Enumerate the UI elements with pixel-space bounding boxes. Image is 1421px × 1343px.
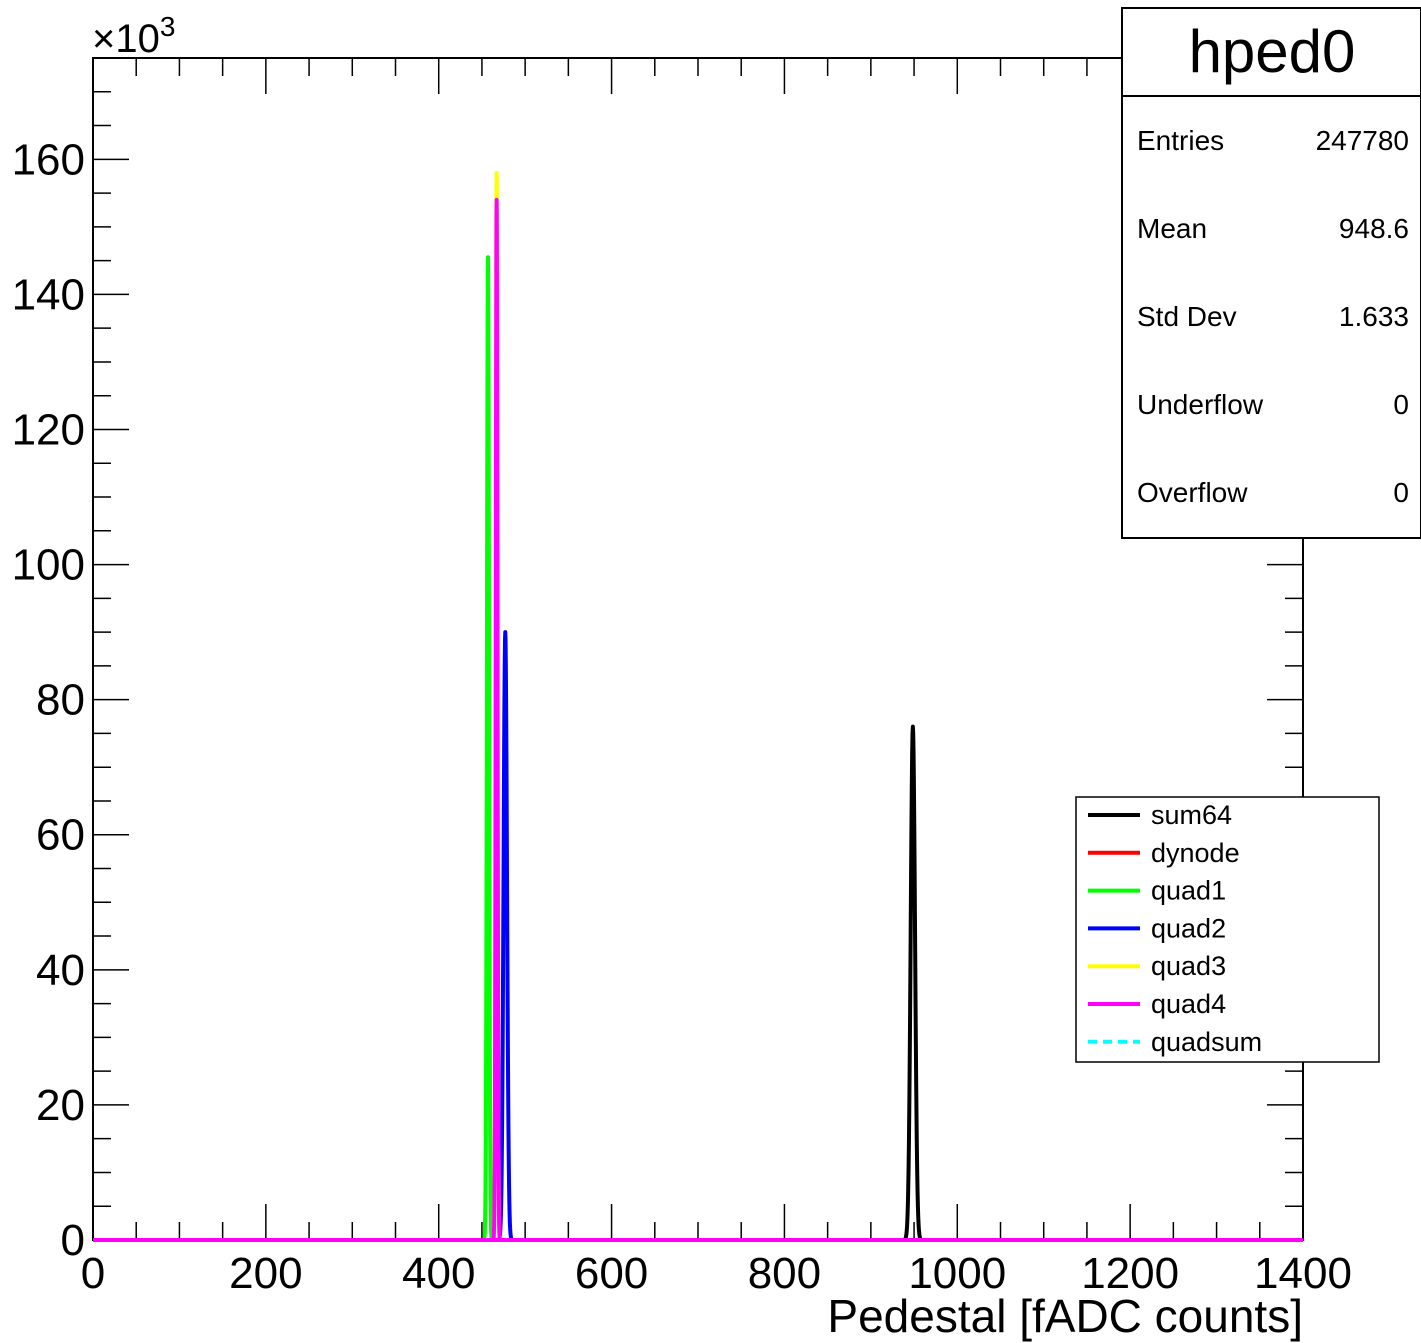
x-tick-label: 1200 — [1081, 1249, 1179, 1298]
stats-label: Std Dev — [1137, 301, 1237, 332]
x-axis-label: Pedestal [fADC counts] — [827, 1290, 1303, 1342]
legend: sum64 dynode quad1 quad2 quad3 quad4 quadsum — [1075, 796, 1380, 1063]
stats-value: 0 — [1393, 389, 1409, 420]
y-tick-label: 100 — [12, 541, 85, 590]
legend-label-quad1: quad1 — [1151, 876, 1226, 906]
legend-label-dynode: dynode — [1151, 838, 1240, 868]
x-tick-label: 600 — [575, 1249, 648, 1298]
stats-title: hped0 — [1189, 18, 1356, 85]
axis-tick-labels: 0 200 400 600 800 1000 1200 1400 0 20 40 60 80 100 120… — [12, 135, 1352, 1298]
series-line-quad1 — [436, 255, 540, 1242]
series-lines — [93, 170, 1303, 1242]
series-line-sum64 — [861, 724, 965, 1242]
stats-label: Entries — [1137, 125, 1224, 156]
legend-label-quad4: quad4 — [1151, 989, 1226, 1019]
x-tick-label: 1000 — [908, 1249, 1006, 1298]
y-tick-label: 120 — [12, 405, 85, 454]
series-line-quad2 — [453, 630, 558, 1242]
stats-value: 1.633 — [1339, 301, 1409, 332]
series-line-quad4 — [444, 197, 549, 1242]
stats-label: Underflow — [1137, 389, 1264, 420]
legend-label-quad2: quad2 — [1151, 913, 1226, 943]
stats-label: Mean — [1137, 213, 1207, 244]
x-tick-label: 800 — [748, 1249, 821, 1298]
y-tick-label: 40 — [36, 946, 85, 995]
y-tick-label: 0 — [61, 1216, 85, 1265]
y-tick-label: 80 — [36, 676, 85, 725]
stats-value: 948.6 — [1339, 213, 1409, 244]
y-multiplier-exponent: 3 — [160, 11, 176, 42]
y-multiplier: ×103 — [92, 11, 175, 61]
x-tick-label: 1400 — [1254, 1249, 1352, 1298]
y-tick-label: 20 — [36, 1081, 85, 1130]
y-tick-label: 160 — [12, 135, 85, 184]
x-tick-label: 400 — [402, 1249, 475, 1298]
x-tick-label: 0 — [81, 1249, 105, 1298]
x-tick-label: 200 — [229, 1249, 302, 1298]
stats-value: 0 — [1393, 477, 1409, 508]
y-tick-label: 60 — [36, 811, 85, 860]
stats-box: hped0 Entries 247780 Mean 948.6 Std Dev 1.633… — [1121, 7, 1421, 539]
stats-label: Overflow — [1137, 477, 1248, 508]
legend-label-quadsum: quadsum — [1151, 1027, 1262, 1057]
legend-label-sum64: sum64 — [1151, 800, 1232, 830]
stats-value: 247780 — [1316, 125, 1409, 156]
legend-label-quad3: quad3 — [1151, 951, 1226, 981]
y-tick-label: 140 — [12, 270, 85, 319]
